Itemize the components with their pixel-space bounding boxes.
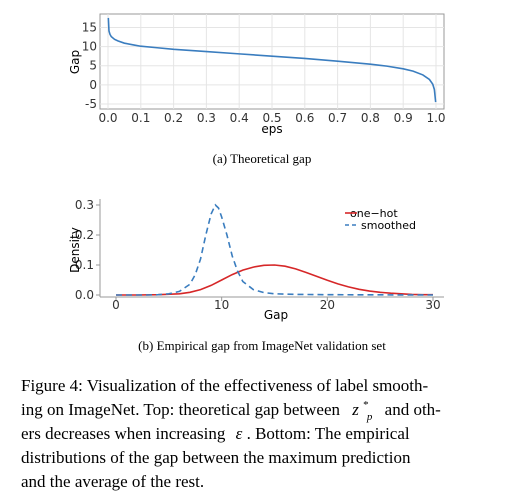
chart-a-x-tick-label: 0.9 (394, 111, 413, 125)
chart-a-x-tick-label: 0.1 (131, 111, 150, 125)
chart-b-y-tick-label: 0.2 (75, 228, 94, 242)
chart-b-xlabel: Gap (264, 308, 288, 322)
chart-a-ticks: 0.0 0.1 0.2 0.3 0.4 0.5 0.6 0.7 0.8 0.9 1.0 -5 0 5 10 1… (82, 20, 446, 125)
chart-a-caption: (a) Theoretical gap (213, 151, 312, 166)
chart-b-series-one-hot (116, 264, 433, 296)
caption-line-1: Figure 4: Visualization of the effective… (21, 376, 429, 395)
chart-a-x-tick-label: 0.6 (295, 111, 314, 125)
chart-a-y-tick-label: 10 (82, 40, 97, 54)
chart-b-x-tick-label: 0 (112, 298, 120, 312)
z-symbol: z (351, 400, 359, 419)
figure-caption: Figure 4: Visualization of the effective… (21, 376, 441, 491)
caption-line-5: and the average of the rest. (21, 472, 204, 491)
caption-line-2-tail: and oth- (385, 400, 442, 419)
caption-line-3-text: ers decreases when increasing (21, 424, 226, 443)
chart-a-series-line (107, 17, 437, 103)
chart-a-x-tick-label: 1.0 (426, 111, 445, 125)
chart-a-x-tick-label: 0.0 (98, 111, 117, 125)
chart-b: 0 10 20 30 0.0 0.1 0.2 0.3 one−hot smoothed Gap… (68, 198, 444, 353)
chart-b-x-tick-label: 30 (425, 298, 440, 312)
z-subscript: p (366, 411, 373, 423)
chart-b-series-smoothed (116, 203, 434, 296)
z-superscript: * (363, 399, 369, 411)
chart-b-ticks: 0 10 20 30 0.0 0.1 0.2 0.3 (75, 198, 441, 312)
chart-a-x-tick-label: 0.7 (328, 111, 347, 125)
chart-b-y-tick-label: 0.1 (75, 258, 94, 272)
chart-b-x-tick-label: 10 (214, 298, 229, 312)
chart-a-y-tick-label: 15 (82, 20, 97, 34)
chart-b-legend: one−hot smoothed (345, 207, 416, 232)
chart-a: 0.0 0.1 0.2 0.3 0.4 0.5 0.6 0.7 0.8 0.9 1.0 -5 0 5 10 1… (68, 13, 446, 166)
epsilon-symbol: ε (236, 424, 243, 443)
chart-a-y-tick-label: 5 (89, 59, 97, 73)
caption-line-3: ers decreases when increasing ε . Bottom… (21, 424, 410, 443)
caption-line-3-tail: . Bottom: The empirical (247, 424, 410, 443)
chart-a-y-tick-label: 0 (89, 78, 97, 92)
caption-line-4: distributions of the gap between the max… (21, 448, 411, 467)
legend-item-one-hot: one−hot (350, 207, 398, 220)
caption-line-2-text: ing on ImageNet. Top: theoretical gap be… (21, 400, 341, 419)
chart-a-x-tick-label: 0.3 (197, 111, 216, 125)
chart-a-x-tick-label: 0.8 (361, 111, 380, 125)
chart-b-y-tick-label: 0.0 (75, 288, 94, 302)
chart-b-x-tick-label: 20 (320, 298, 335, 312)
chart-a-x-tick-label: 0.5 (262, 111, 281, 125)
chart-a-x-tick-label: 0.2 (164, 111, 183, 125)
chart-a-x-tick-label: 0.4 (230, 111, 249, 125)
legend-item-smoothed: smoothed (361, 219, 416, 232)
caption-line-2: ing on ImageNet. Top: theoretical gap be… (21, 393, 441, 424)
chart-a-xlabel: eps (261, 122, 282, 136)
chart-b-caption: (b) Empirical gap from ImageNet validati… (138, 338, 386, 353)
chart-a-y-tick-label: -5 (85, 97, 97, 111)
chart-b-ylabel: Density (68, 227, 82, 273)
chart-a-ylabel: Gap (68, 50, 82, 74)
chart-b-y-tick-label: 0.3 (75, 198, 94, 212)
